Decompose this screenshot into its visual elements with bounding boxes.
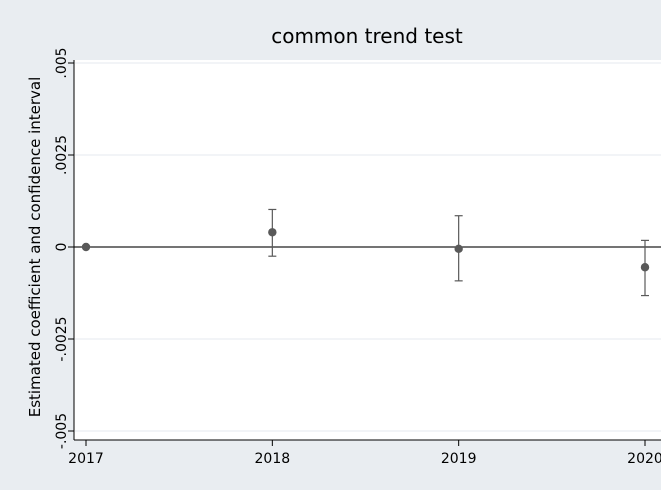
y-tick-label: -.0025	[54, 316, 70, 361]
y-tick-label: .005	[54, 47, 70, 78]
x-tick-label: 2020	[627, 451, 661, 467]
data-point	[454, 244, 463, 254]
plot-area	[74, 60, 661, 440]
y-tick-label: .0025	[54, 135, 70, 175]
y-axis-label: Estimated coefficient and confidence int…	[26, 77, 44, 418]
data-point	[640, 263, 650, 272]
data-point	[81, 242, 91, 252]
x-tick-label: 2018	[255, 451, 291, 467]
marks-layer	[81, 208, 650, 297]
chart-title: common trend test	[271, 24, 463, 48]
data-point	[268, 228, 277, 237]
y-tick-label: 0	[54, 243, 70, 252]
grid-layer	[75, 62, 661, 432]
axes-layer: -.005 -.0025 0 .0025 .005 2017 2018 2019 2020	[54, 47, 661, 467]
y-tick-label: -.005	[54, 413, 70, 449]
x-tick-label: 2019	[441, 451, 477, 467]
x-tick-label: 2017	[68, 451, 104, 467]
